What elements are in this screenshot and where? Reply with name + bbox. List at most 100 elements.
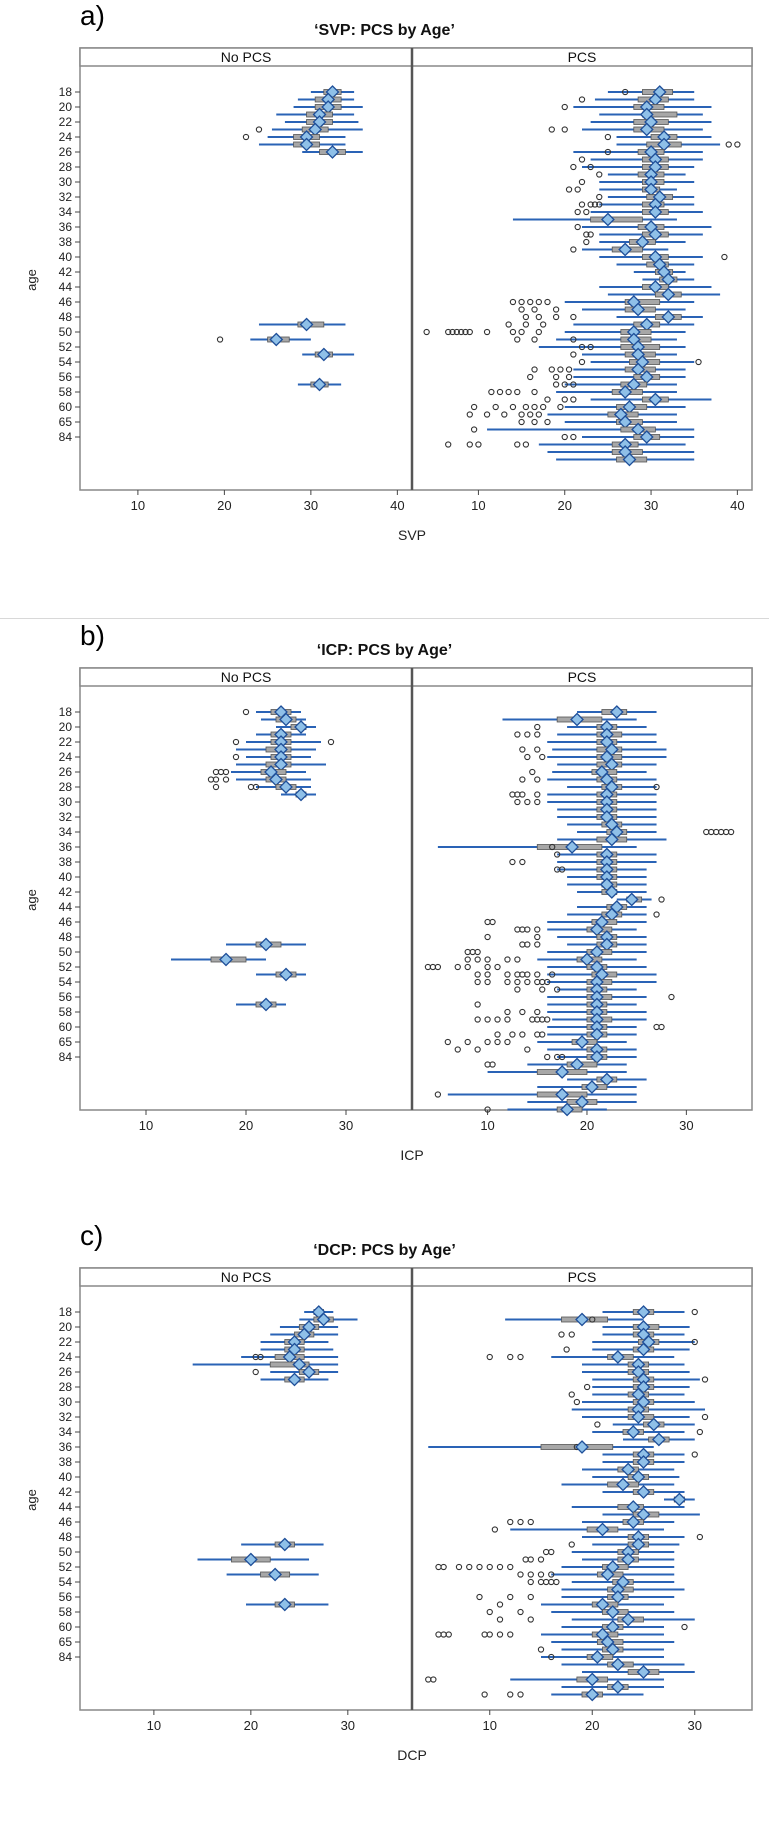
y-tick-label: 32 [59, 190, 73, 204]
mean-diamond [259, 937, 273, 952]
x-tick-label: 10 [483, 1718, 497, 1733]
outlier-point [565, 366, 573, 373]
mean-diamond [575, 1440, 589, 1454]
outlier-point [552, 313, 560, 321]
outlier-point [494, 963, 501, 971]
outlier-point [524, 798, 531, 806]
outlier-point [574, 186, 581, 193]
facet-header-no-pcs: No PCS [221, 669, 272, 685]
chart-title-icp: ‘ICP: PCS by Age’ [316, 642, 453, 659]
mean-diamond [555, 1065, 570, 1079]
x-tick-label: 30 [688, 1718, 702, 1733]
y-axis-label: age [24, 889, 39, 911]
outlier-point [531, 418, 538, 426]
outlier-point [517, 1608, 524, 1616]
mean-diamond [648, 205, 663, 219]
y-tick-label: 40 [59, 870, 73, 884]
outlier-point [514, 798, 521, 806]
y-tick-label: 24 [59, 750, 73, 764]
outlier-point [539, 1031, 546, 1038]
outlier-point [695, 358, 702, 366]
x-axis-label: ICP [400, 1147, 423, 1163]
outlier-point [522, 321, 530, 328]
outlier-point [252, 783, 260, 791]
y-tick-label: 20 [59, 1320, 73, 1334]
outlier-point [435, 1631, 442, 1638]
outlier-point [466, 1563, 473, 1571]
y-tick-label: 84 [59, 430, 73, 444]
outlier-point [587, 201, 594, 208]
y-tick-label: 40 [59, 1470, 73, 1484]
outlier-point [445, 441, 452, 448]
mean-diamond [636, 1342, 651, 1357]
outlier-point [483, 411, 491, 418]
outlier-point [445, 1631, 452, 1638]
outlier-point [474, 1016, 481, 1023]
outlier-point [578, 156, 586, 163]
outlier-point [504, 1038, 511, 1046]
outlier-point [544, 1053, 551, 1061]
outlier-point [565, 373, 573, 381]
y-axis-label: age [24, 1489, 39, 1511]
y-tick-label: 58 [59, 1605, 73, 1619]
outlier-point [561, 396, 568, 403]
outlier-point [212, 783, 220, 791]
x-tick-label: 30 [679, 1118, 693, 1133]
mean-diamond [299, 317, 314, 332]
outlier-point [544, 396, 551, 403]
outlier-point [558, 1053, 566, 1061]
x-tick-label: 20 [217, 498, 231, 513]
outlier-point [507, 1691, 514, 1698]
mean-diamond [589, 945, 604, 959]
outlier-point [531, 388, 538, 396]
y-tick-label: 56 [59, 990, 73, 1004]
mean-diamond [589, 1027, 604, 1042]
outlier-point [574, 223, 581, 231]
y-tick-label: 30 [59, 175, 73, 189]
y-tick-label: 26 [59, 765, 73, 779]
outlier-point [542, 1548, 550, 1556]
outlier-point [540, 321, 547, 328]
series-no-pcs [192, 1305, 358, 1612]
mean-diamond [636, 1507, 651, 1522]
outlier-point [548, 1548, 555, 1556]
iqr-box [590, 216, 643, 223]
outlier-point [327, 738, 335, 746]
mean-diamond [624, 892, 639, 907]
outlier-point [484, 971, 491, 978]
y-tick-label: 22 [59, 115, 73, 129]
outlier-point [527, 298, 534, 306]
outlier-point [496, 1616, 504, 1623]
panel-label-a: a) [80, 0, 105, 31]
outlier-point [570, 396, 577, 403]
outlier-point [504, 1008, 511, 1016]
mean-diamond [570, 712, 584, 727]
outlier-point [509, 1031, 516, 1038]
y-tick-label: 42 [59, 885, 73, 899]
y-tick-label: 46 [59, 295, 73, 309]
mean-diamond [631, 422, 646, 437]
outlier-point [535, 411, 542, 418]
outlier-point [522, 313, 530, 321]
outlier-point [561, 103, 568, 111]
chart-title-dcp: ‘DCP: PCS by Age’ [313, 1242, 456, 1259]
outlier-point [518, 306, 525, 313]
y-tick-label: 46 [59, 915, 73, 929]
outlier-point [534, 798, 541, 806]
outlier-point [596, 171, 603, 178]
outlier-point [653, 911, 660, 918]
mean-diamond [622, 400, 637, 414]
outlier-point [691, 1338, 698, 1346]
outlier-point [554, 986, 561, 993]
y-tick-label: 28 [59, 160, 73, 174]
outlier-point [544, 298, 551, 306]
mean-diamond [644, 182, 658, 197]
x-axis-label: DCP [397, 1747, 427, 1763]
mean-diamond [599, 1072, 614, 1087]
outlier-point [489, 918, 496, 926]
y-tick-label: 56 [59, 370, 73, 384]
outlier-point [425, 1676, 432, 1683]
mean-diamond [604, 832, 619, 847]
outlier-point [531, 336, 538, 343]
outlier-point [505, 388, 512, 396]
